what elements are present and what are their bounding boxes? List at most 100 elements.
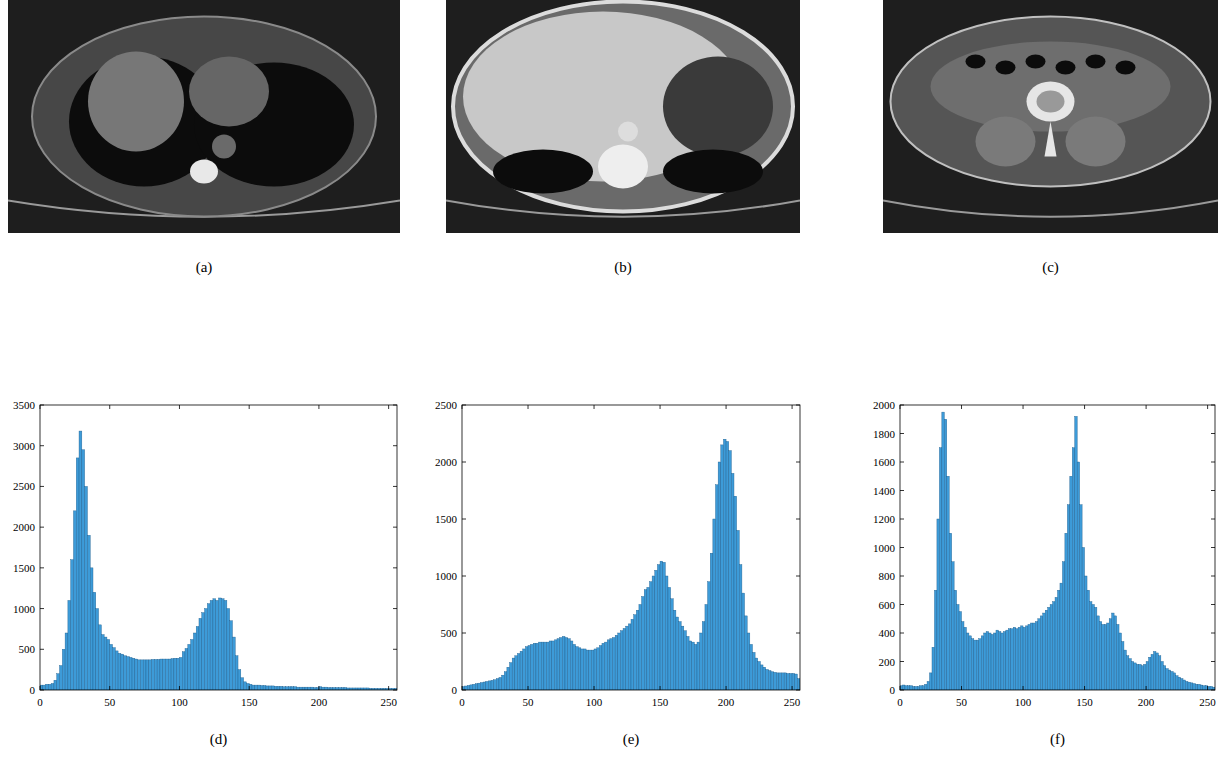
histogram-bar xyxy=(1109,619,1111,690)
histogram-bar xyxy=(729,451,732,690)
histogram-bar xyxy=(297,687,300,690)
histogram-bar xyxy=(989,633,991,690)
y-tick-label: 1800 xyxy=(873,428,896,440)
y-tick xyxy=(393,445,397,446)
histogram-bar xyxy=(71,560,74,690)
histogram-bar xyxy=(1072,448,1074,690)
y-tick-label: 600 xyxy=(879,599,896,611)
histogram-bar xyxy=(668,587,671,690)
histogram-bar xyxy=(515,656,518,690)
histogram-bar xyxy=(930,673,932,690)
ct-background xyxy=(446,0,800,233)
panel-label: (d) xyxy=(210,731,228,748)
x-tick xyxy=(462,405,463,409)
histogram-bar xyxy=(716,485,719,690)
histogram-bar xyxy=(915,686,917,690)
x-tick-label: 50 xyxy=(104,696,116,708)
histogram-bar xyxy=(285,687,288,690)
histogram-bar xyxy=(996,630,998,690)
y-tick xyxy=(1211,633,1215,634)
x-tick xyxy=(726,686,727,690)
histogram-bar xyxy=(1097,616,1099,690)
histogram-bar xyxy=(1139,664,1141,690)
histogram-bar xyxy=(104,637,107,690)
histogram-bar xyxy=(274,686,277,690)
histogram-bar xyxy=(782,673,785,690)
histogram-bar xyxy=(763,667,766,690)
histogram-bar xyxy=(43,685,46,690)
histogram-bar xyxy=(54,680,57,690)
histogram-bar xyxy=(107,640,110,690)
histogram-bar xyxy=(185,648,188,690)
histogram-bar xyxy=(249,684,252,690)
histogram-bar xyxy=(124,656,127,690)
y-tick-label: 1000 xyxy=(435,570,458,582)
histogram-bar xyxy=(939,448,941,690)
histogram-bar xyxy=(649,582,652,690)
y-tick-label: 1200 xyxy=(873,513,896,525)
histogram-bar xyxy=(686,636,689,690)
histogram-bar xyxy=(138,660,141,690)
histogram-bar xyxy=(549,641,552,690)
ct-heart xyxy=(189,57,269,127)
histogram-bar xyxy=(1126,656,1128,690)
histogram-bar xyxy=(502,675,505,690)
histogram-bar xyxy=(99,625,102,690)
histogram-bar xyxy=(771,672,774,690)
histogram-bar xyxy=(1013,627,1015,690)
x-tick xyxy=(179,686,180,690)
x-tick xyxy=(1146,405,1147,409)
histogram-bar xyxy=(1176,676,1178,690)
y-tick xyxy=(900,604,904,605)
histogram-bar xyxy=(260,686,263,690)
histogram-bar xyxy=(85,486,88,690)
histogram-bar xyxy=(1210,686,1212,690)
histogram-bar xyxy=(1144,664,1146,690)
ct-bowel xyxy=(931,42,1171,132)
histogram-bar xyxy=(1062,562,1064,690)
x-tick-label: 0 xyxy=(897,696,903,708)
bars xyxy=(900,412,1215,690)
histogram-bar xyxy=(541,642,544,690)
histogram-bar xyxy=(539,642,542,690)
histogram-bar xyxy=(795,674,798,690)
histogram-bar xyxy=(959,612,961,690)
ct-gas xyxy=(966,55,986,69)
x-tick xyxy=(249,405,250,409)
histogram-bar xyxy=(576,647,579,690)
y-tick xyxy=(393,649,397,650)
histogram-bar xyxy=(900,686,902,690)
histogram-bar xyxy=(291,687,294,690)
histogram-bar xyxy=(721,445,724,690)
histogram-bar xyxy=(1065,533,1067,690)
histogram-bar xyxy=(152,659,155,690)
histogram-bar xyxy=(628,624,631,690)
y-tick xyxy=(900,490,904,491)
x-tick xyxy=(109,405,110,409)
x-tick xyxy=(1084,686,1085,690)
histogram-bar xyxy=(1193,684,1195,690)
y-tick-label: 2000 xyxy=(873,399,896,411)
ct-vertebra xyxy=(1027,82,1075,122)
histogram-bar xyxy=(922,686,924,690)
ct-gas xyxy=(1026,55,1046,69)
histogram-bar xyxy=(199,618,202,690)
histogram-bar xyxy=(1043,613,1045,690)
y-tick-label: 3500 xyxy=(13,399,36,411)
histogram-bar xyxy=(1021,626,1023,690)
histogram-bar xyxy=(942,412,944,690)
x-tick xyxy=(318,686,319,690)
histogram-panel: 0200400600800100012001400160018002000050… xyxy=(873,399,1216,748)
histogram-bar xyxy=(655,570,658,690)
y-tick xyxy=(900,405,904,406)
histogram-bar xyxy=(154,659,157,690)
histogram-bar xyxy=(752,652,755,690)
ct-gas xyxy=(1056,61,1076,75)
y-tick xyxy=(1211,519,1215,520)
histogram-bar xyxy=(324,687,327,690)
ct-content xyxy=(8,0,400,233)
histogram-bar xyxy=(974,640,976,690)
histogram-bar xyxy=(202,613,205,690)
histogram-bar xyxy=(1107,623,1109,690)
x-tick-label: 200 xyxy=(311,696,328,708)
